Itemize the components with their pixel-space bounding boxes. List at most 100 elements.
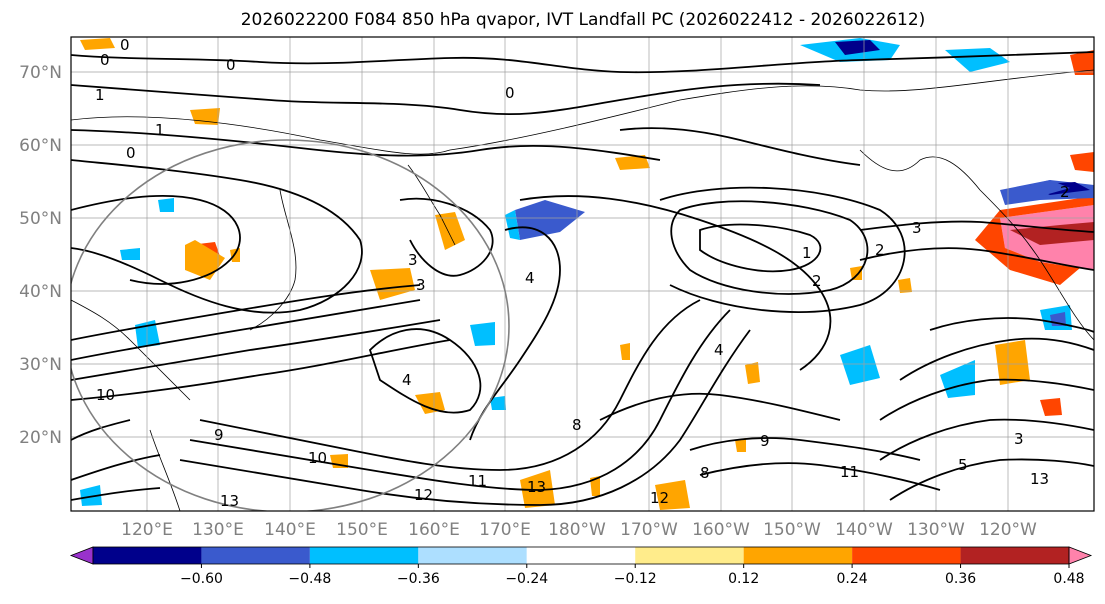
patch-orange-central — [898, 278, 912, 293]
colorbar-tick-label: 0.12 — [728, 571, 759, 587]
lon-label: 150°W — [763, 520, 821, 540]
contour-label: 1 — [155, 121, 165, 139]
patch-lightblue-aleutian — [505, 210, 520, 240]
lon-label: 120°W — [979, 520, 1037, 540]
colorbar-extension-low — [69, 546, 94, 565]
contour-label: 4 — [714, 341, 724, 359]
patch-orange-pacific-2 — [745, 362, 760, 384]
contour-label: 0 — [226, 56, 236, 74]
patch-orange-mexico-1 — [995, 340, 1030, 385]
colorbar-tick-label: 0.48 — [1053, 571, 1084, 587]
patch-orange-pacific-3 — [520, 470, 555, 508]
colorbar-bin — [743, 547, 853, 564]
contour-label: 4 — [402, 371, 412, 389]
contour-label: 0 — [126, 144, 136, 162]
patch-blue-pacific-1 — [470, 322, 495, 346]
lon-label: 140°E — [264, 520, 316, 540]
map-frame — [70, 36, 1095, 512]
contour-label: 12 — [414, 486, 433, 504]
patch-blue-aleutian — [515, 200, 585, 240]
contour-label-group: 0 0 1 1 0 0 0 2 3 1 2 3 4 3 4 4 2 8 9 8 — [95, 36, 1070, 510]
colorbar-bin — [852, 547, 961, 564]
colorbar-bin — [418, 547, 527, 564]
colorbar-tick-label: 0.24 — [837, 571, 868, 587]
colorbar-tick-label: −0.36 — [397, 571, 440, 587]
patch-navy-arctic — [835, 40, 880, 55]
patch-orange-pacific-7 — [735, 438, 746, 452]
patch-red-mexico — [1040, 398, 1062, 416]
patch-blue-alaska-east — [1030, 180, 1070, 195]
lon-label: 170°E — [479, 520, 531, 540]
patch-blue-arctic-2 — [945, 48, 1010, 72]
contour-label: 2 — [1060, 183, 1070, 201]
colorbar-bin — [635, 547, 744, 564]
lat-label: 20°N — [19, 428, 62, 448]
patch-blue-pacific-4 — [490, 396, 506, 410]
patch-orange-nw-1 — [80, 38, 115, 50]
patch-blue-sw-1 — [80, 485, 102, 506]
contour-label: 12 — [650, 489, 669, 507]
contour-label: 3 — [1014, 430, 1024, 448]
lon-label: 120°E — [121, 520, 173, 540]
contour-label: 2 — [875, 241, 885, 259]
contour-label: 8 — [700, 464, 710, 482]
contour-lines — [71, 51, 1094, 506]
colorbar-tick-label: −0.12 — [614, 571, 657, 587]
colorbar-tick-label: −0.24 — [505, 571, 548, 587]
contour-label: 9 — [214, 426, 224, 444]
contour-label: 13 — [1030, 470, 1049, 488]
colorbar-bin — [526, 547, 636, 564]
colorbar-frame — [92, 546, 1070, 565]
patch-orange-japan-sea — [185, 240, 225, 280]
map-background — [71, 37, 1094, 511]
patch-red-nw-america — [975, 196, 1094, 285]
contour-label: 10 — [96, 386, 115, 404]
lon-label: 150°E — [336, 520, 388, 540]
lat-label: 50°N — [19, 209, 62, 229]
contour-label: 3 — [912, 219, 922, 237]
colorbar-extension-high — [1068, 546, 1093, 565]
figure-title: 2026022200 F084 850 hPa qvapor, IVT Land… — [241, 10, 926, 30]
contour-label: 2 — [812, 272, 822, 290]
longitude-labels: 120°E 130°E 140°E 150°E 160°E 170°E 180°… — [121, 520, 1037, 540]
patch-darkred-nw-america — [1010, 222, 1094, 245]
contour-label: 4 — [525, 269, 535, 287]
contour-label: 11 — [840, 463, 859, 481]
lon-label: 160°E — [408, 520, 460, 540]
lat-label: 40°N — [19, 282, 62, 302]
contour-label: 1 — [95, 86, 105, 104]
contour-label: 3 — [408, 251, 418, 269]
colorbar-bin — [201, 547, 310, 564]
contour-label: 13 — [220, 492, 239, 510]
patch-blue-sea-of-japan — [158, 198, 174, 212]
contour-label: 3 — [416, 276, 426, 294]
contour-label: 0 — [100, 51, 110, 69]
coastlines — [71, 69, 1094, 511]
patch-orange-kamchatka — [435, 212, 465, 250]
colorbar-tick-label: −0.48 — [288, 571, 331, 587]
patch-orange-kurils — [370, 268, 415, 300]
colorbar-tick-label: 0.36 — [945, 571, 976, 587]
contour-label: 10 — [308, 449, 327, 467]
patch-orange-pacific-6 — [620, 343, 630, 360]
colorbar-bin — [93, 547, 202, 564]
contour-label: 0 — [120, 36, 130, 54]
colorbar-tick-label: −0.60 — [180, 571, 223, 587]
patch-orange-arctic-east — [1070, 50, 1094, 75]
latitude-labels: 70°N 60°N 50°N 40°N 30°N 20°N — [19, 63, 62, 448]
patch-blue-pacific-2 — [840, 345, 880, 385]
patch-orange-pacific-1 — [415, 392, 445, 414]
lon-label: 180°W — [548, 520, 606, 540]
lat-label: 30°N — [19, 355, 62, 375]
patch-orange-nw-2 — [1070, 152, 1094, 172]
patch-orange-bering — [615, 155, 650, 170]
contour-label: 8 — [572, 416, 582, 434]
patch-blue-china — [120, 248, 140, 260]
contour-label: 0 — [505, 84, 515, 102]
lon-label: 170°W — [620, 520, 678, 540]
lon-label: 130°E — [192, 520, 244, 540]
colorbar: −0.60 −0.48 −0.36 −0.24 −0.12 0.12 0.24 0.36 0.4… — [69, 546, 1093, 587]
colorbar-bin — [960, 547, 1069, 564]
landfall-region-circle — [71, 139, 510, 511]
